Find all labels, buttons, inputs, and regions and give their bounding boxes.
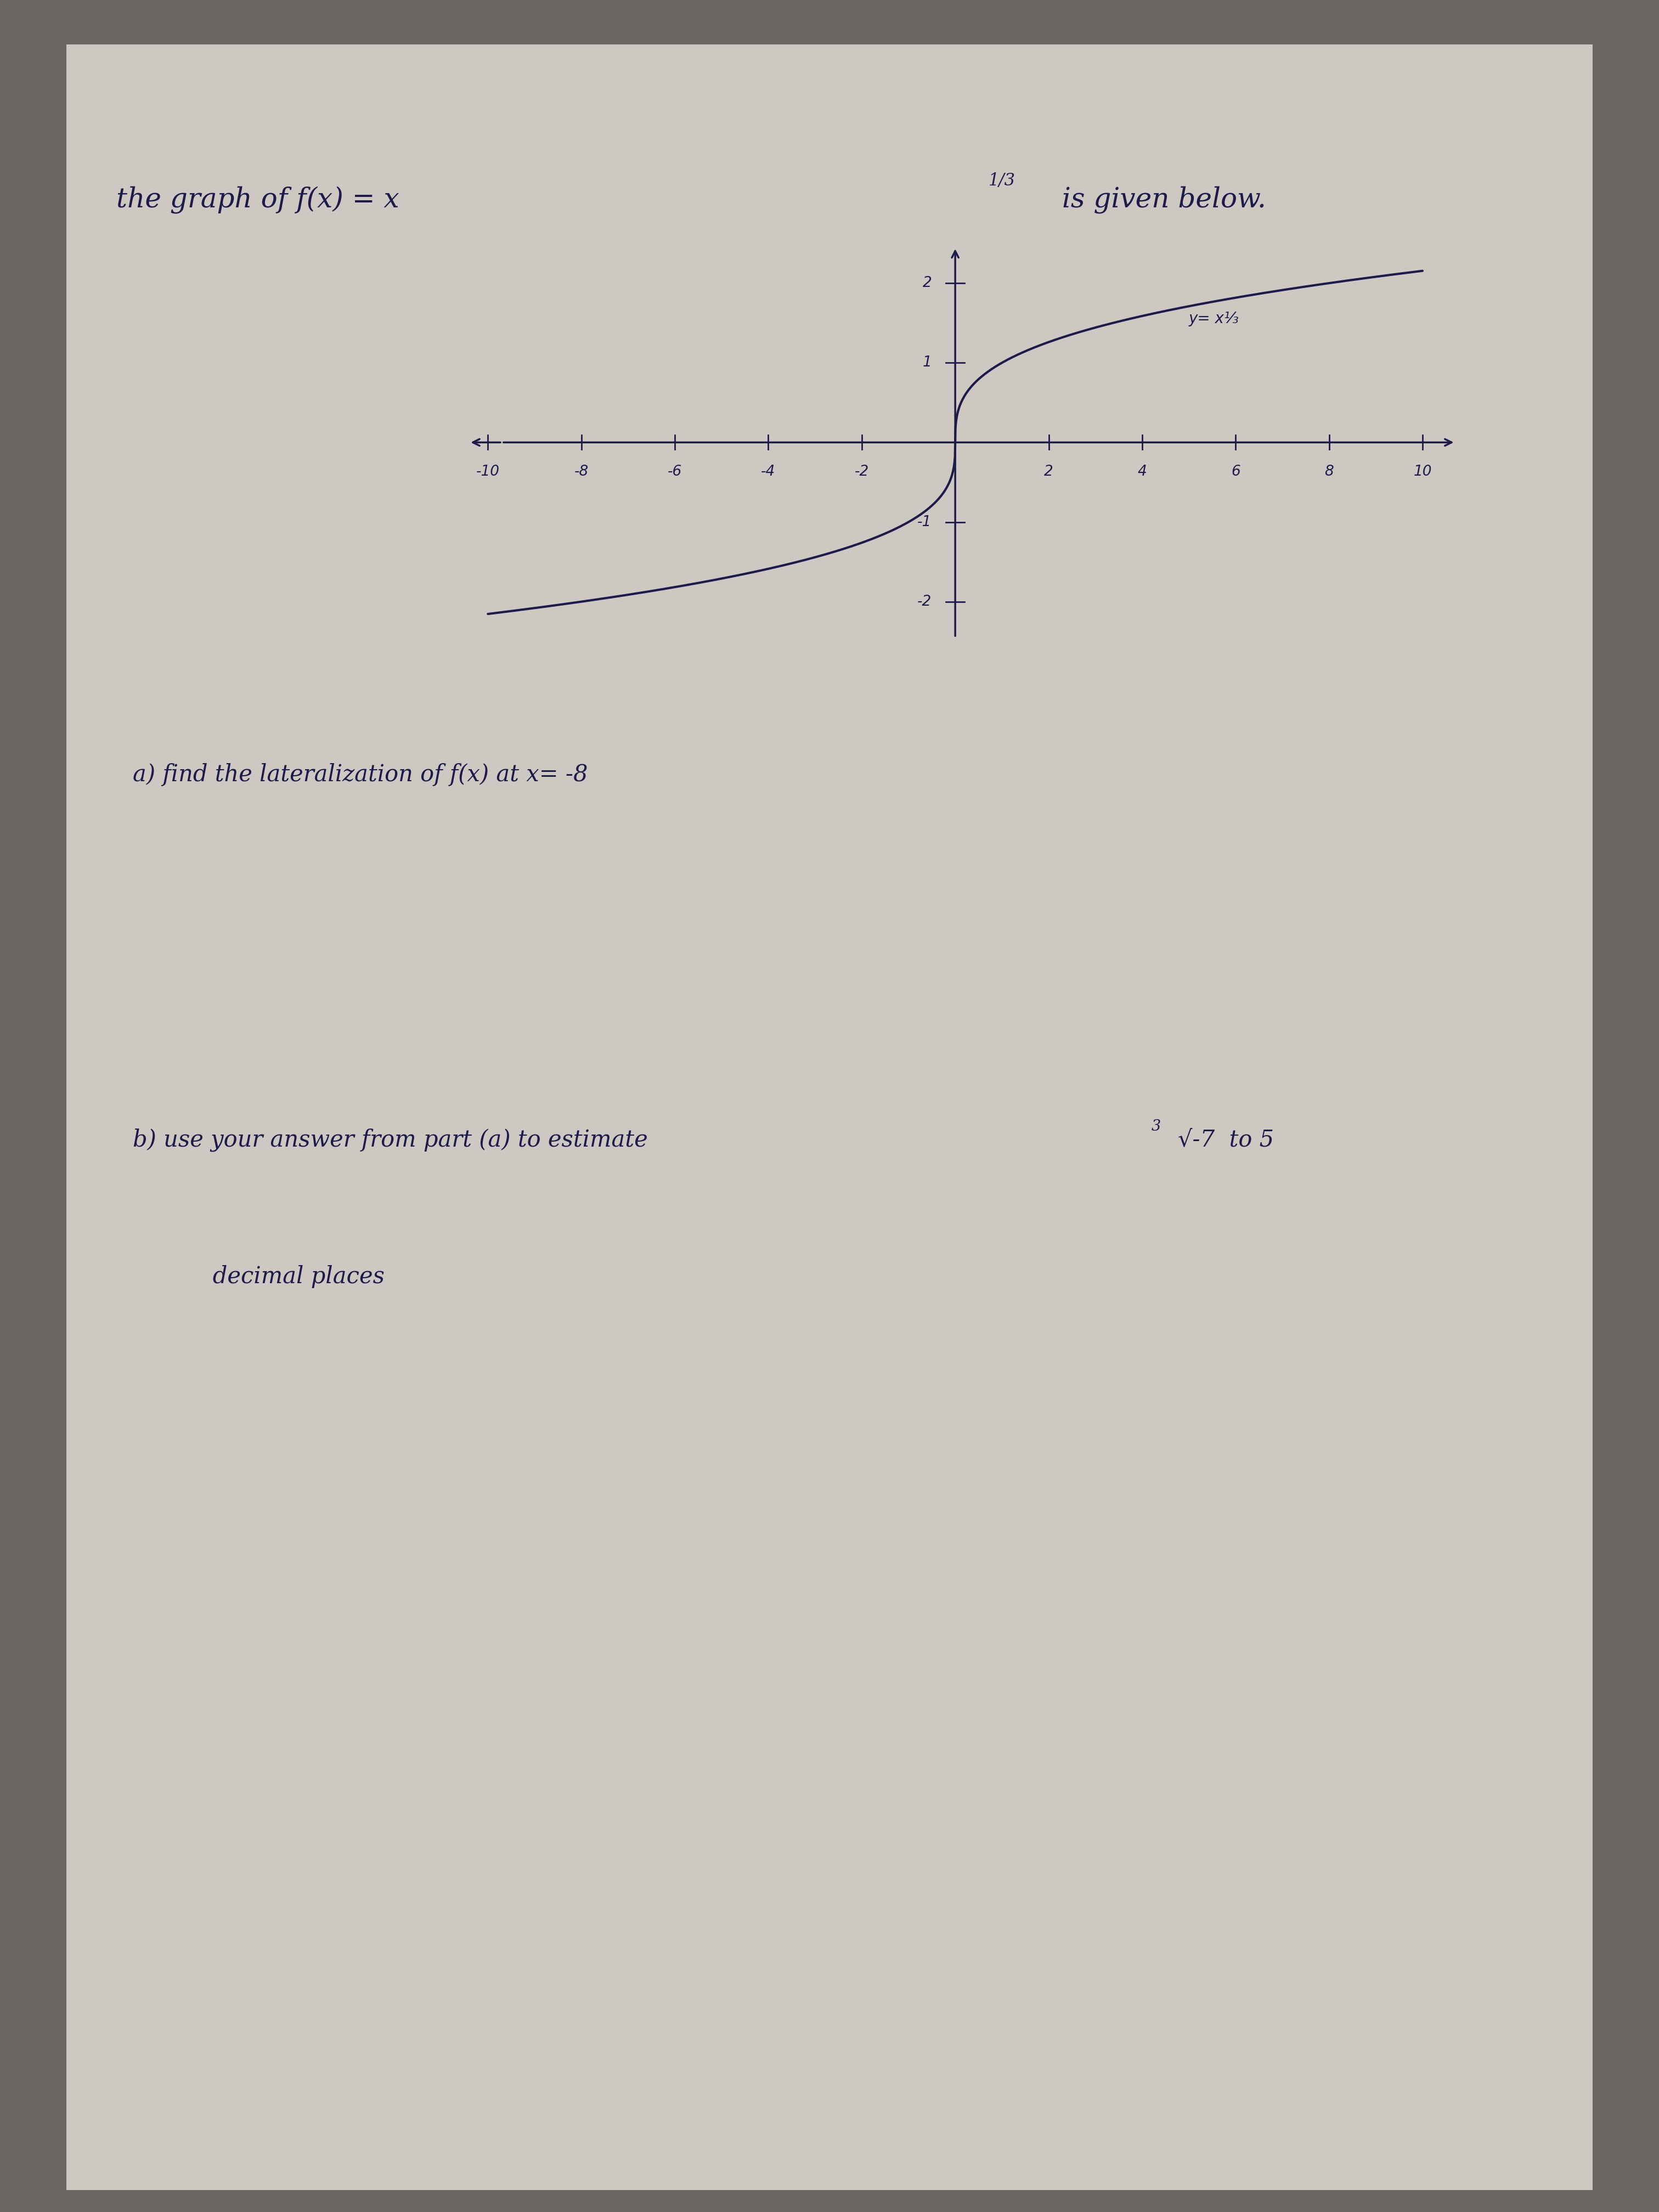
Text: decimal places: decimal places [133,1265,385,1287]
Text: 6: 6 [1231,465,1241,480]
Text: 3: 3 [1151,1119,1161,1135]
Text: -1: -1 [917,515,932,529]
Text: -4: -4 [761,465,775,480]
Text: b) use your answer from part (a) to estimate: b) use your answer from part (a) to esti… [133,1128,655,1152]
Text: 2: 2 [1044,465,1053,480]
Text: 1/3: 1/3 [989,173,1015,190]
Text: √-7  to 5: √-7 to 5 [1178,1128,1274,1150]
Text: y= x¹⁄₃: y= x¹⁄₃ [1190,312,1239,325]
Text: 2: 2 [922,276,932,290]
Text: is given below.: is given below. [1053,186,1266,212]
Text: a) find the lateralization of f(x) at x= -8: a) find the lateralization of f(x) at x=… [133,763,587,785]
Text: -8: -8 [574,465,589,480]
Text: -2: -2 [917,595,932,608]
Text: 10: 10 [1413,465,1432,480]
Text: 8: 8 [1324,465,1334,480]
Text: -6: -6 [667,465,682,480]
Text: 1: 1 [922,356,932,369]
Text: 4: 4 [1138,465,1146,480]
Text: -10: -10 [476,465,499,480]
Text: the graph of f(x) = x: the graph of f(x) = x [116,186,400,212]
Text: -2: -2 [854,465,869,480]
